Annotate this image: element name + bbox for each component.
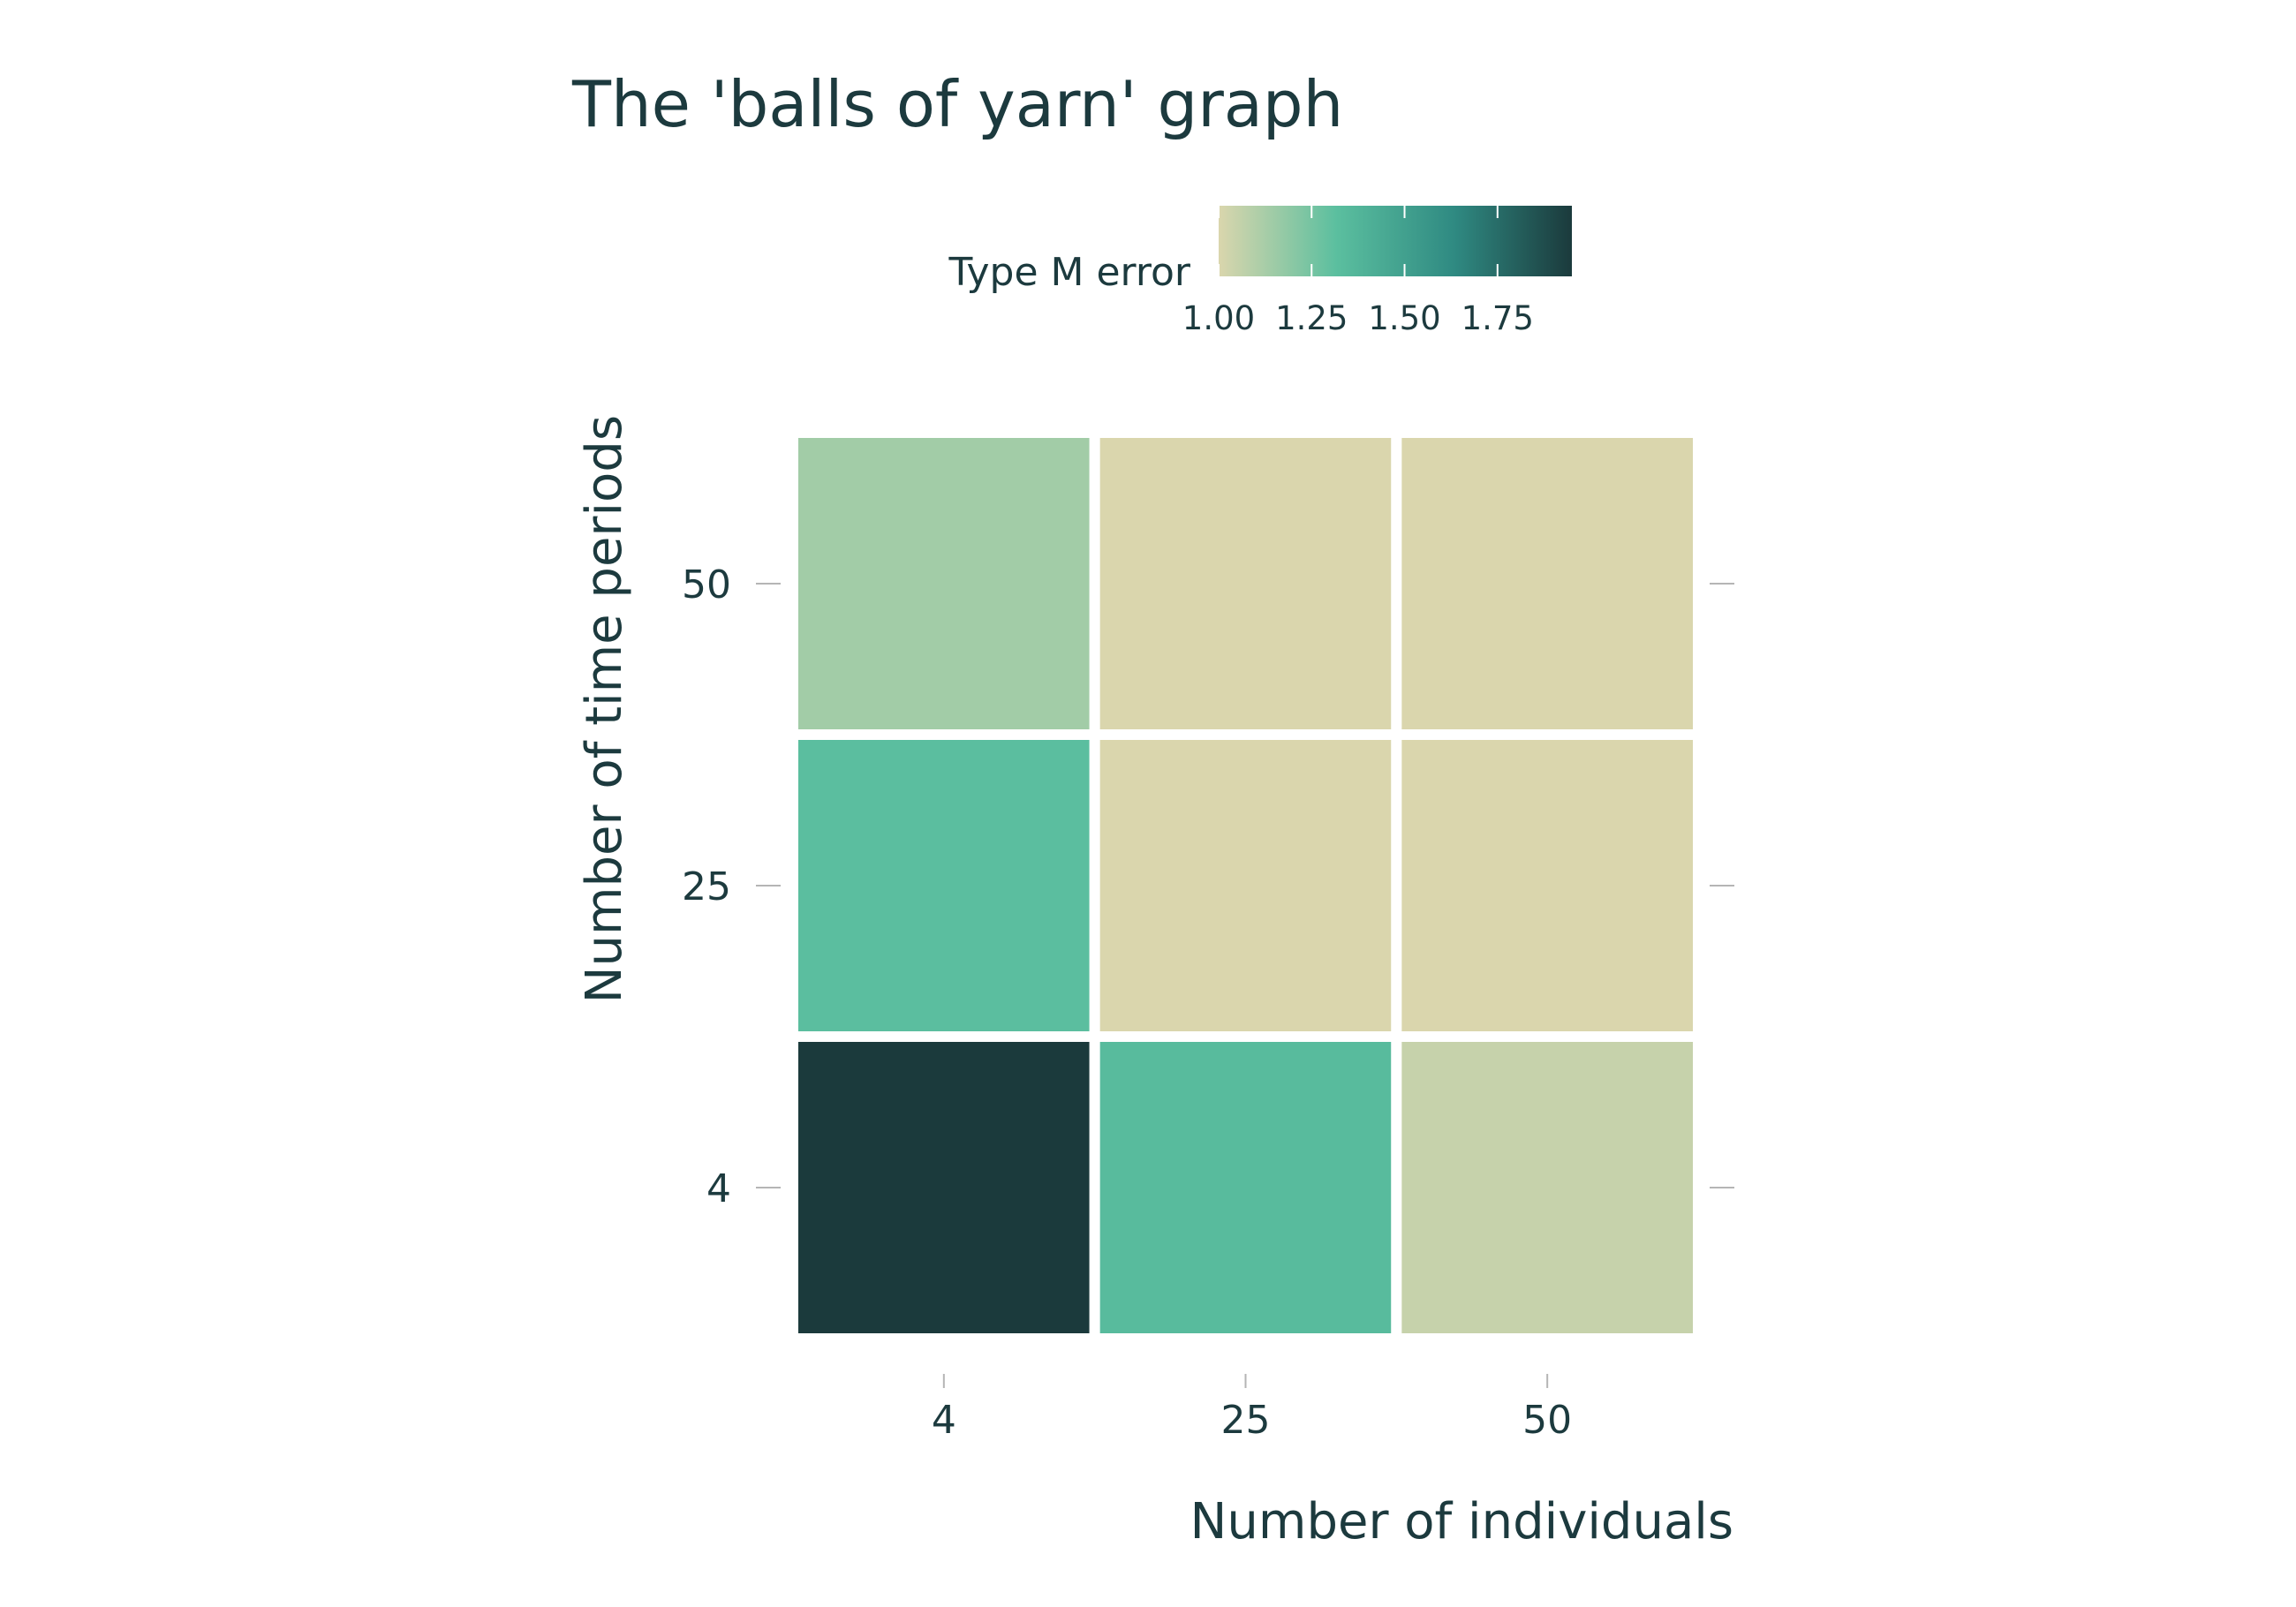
heatmap-cell [788,729,1100,1042]
legend-tick-label: 1.75 [1461,299,1534,337]
legend-colorbar [1219,206,1572,276]
legend-tick-label: 1.00 [1182,299,1255,337]
heatmap-cell [788,1031,1100,1344]
heatmap-cell [1391,729,1704,1042]
legend-ticks: 1.00 1.25 1.50 1.75 [1182,206,1534,337]
heatmap-cell [1089,427,1402,740]
y-tick-label: 25 [682,864,731,909]
y-axis-title: Number of time periods [576,415,633,1003]
heatmap-cell [788,427,1100,740]
x-axis-title: Number of individuals [1190,1493,1733,1550]
y-tick-label: 50 [682,562,731,607]
heatmap-cell [1391,1031,1704,1344]
legend: Type M error 1.00 1.25 1.50 1.75 [948,206,1572,337]
legend-tick-label: 1.25 [1275,299,1348,337]
heatmap-tiles [788,427,1704,1344]
chart-title: The 'balls of yarn' graph [571,67,1343,141]
heatmap-cell [1089,729,1402,1042]
heatmap-cell [1391,427,1704,740]
x-tick-label: 50 [1522,1398,1572,1443]
y-axis: 4 25 50 [682,562,1734,1211]
x-tick-label: 25 [1221,1398,1271,1443]
heatmap-cell [1089,1031,1402,1344]
y-tick-label: 4 [706,1166,731,1211]
x-tick-label: 4 [932,1398,956,1443]
legend-tick-label: 1.50 [1368,299,1440,337]
legend-title: Type M error [948,250,1190,295]
x-axis: 4 25 50 [932,1374,1572,1443]
